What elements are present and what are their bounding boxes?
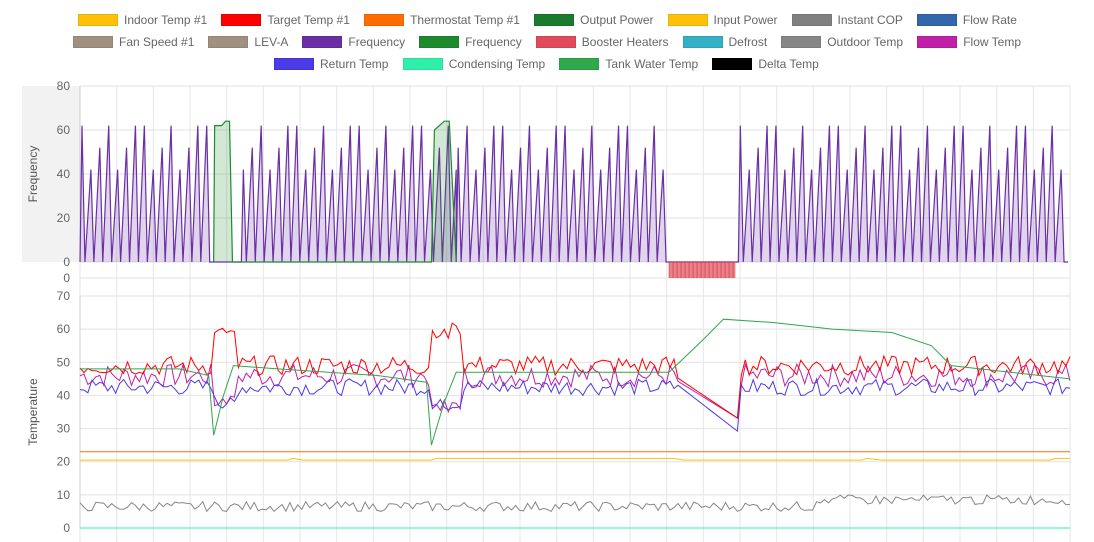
legend-swatch xyxy=(419,36,460,48)
axes: 0 20 40 60 80 0 0 10 20 30 40 50 60 70 xyxy=(57,79,81,535)
chart-legend: Indoor Temp #1 Target Temp #1 Thermostat T… xyxy=(0,0,1094,86)
frequency-area xyxy=(80,125,1069,262)
legend-row: Fan Speed #1 LEV-A Frequency Frequency Boost… xyxy=(0,30,1094,52)
series-layer xyxy=(79,120,1071,529)
legend-row: Indoor Temp #1 Target Temp #1 Thermostat T… xyxy=(0,8,1094,30)
legend-label: Frequency xyxy=(465,35,522,49)
legend-swatch xyxy=(534,14,575,26)
y-tick-label: 40 xyxy=(57,167,71,181)
y-tick-label: 20 xyxy=(57,211,71,225)
legend-label: Booster Heaters xyxy=(581,35,669,49)
legend-swatch xyxy=(916,14,957,26)
hot-water-frequency-line xyxy=(213,120,457,263)
legend-swatch xyxy=(781,36,822,48)
legend-label: Outdoor Temp xyxy=(827,35,904,49)
indoor-temp-1-line xyxy=(80,457,1070,461)
legend-label: Indoor Temp #1 xyxy=(124,13,208,27)
legend-label: Flow Rate xyxy=(962,13,1017,27)
legend-swatch xyxy=(73,36,113,48)
y-tick-label: 10 xyxy=(57,488,71,502)
legend-item[interactable]: Outdoor Temp xyxy=(781,34,903,50)
legend-item[interactable]: Tank Water Temp xyxy=(559,56,698,72)
legend-label: Flow Temp xyxy=(963,35,1022,49)
legend-swatch xyxy=(208,36,249,48)
y-tick-label: 0 xyxy=(63,271,70,285)
grid xyxy=(22,85,1071,542)
legend-item[interactable]: Return Temp xyxy=(274,56,388,72)
legend-swatch xyxy=(302,36,343,48)
legend-item[interactable]: Flow Temp xyxy=(917,34,1021,50)
legend-swatch xyxy=(791,14,832,26)
legend-swatch xyxy=(78,14,118,26)
return-temp-line xyxy=(79,377,1071,433)
tank-water-temp-line xyxy=(80,318,1071,446)
legend-item[interactable]: LEV-A xyxy=(208,34,288,50)
y-tick-label: 50 xyxy=(57,355,71,369)
legend-label: Condensing Temp xyxy=(448,57,546,71)
legend-swatch xyxy=(364,14,405,26)
legend-label: Fan Speed #1 xyxy=(119,35,195,49)
legend-item[interactable]: Output Power xyxy=(534,12,654,28)
y-tick-label: 60 xyxy=(57,123,71,137)
legend-item[interactable]: Frequency xyxy=(302,34,405,50)
axis-band xyxy=(22,86,80,262)
legend-label: Tank Water Temp xyxy=(605,57,699,71)
frequency-axis-title: Frequency xyxy=(26,146,40,203)
legend-item[interactable]: Booster Heaters xyxy=(535,34,669,50)
legend-label: Frequency xyxy=(348,35,406,49)
legend-label: Instant COP xyxy=(837,13,903,27)
legend-label: Output Power xyxy=(580,13,654,27)
y-tick-label: 70 xyxy=(57,289,71,303)
legend-label: Delta Temp xyxy=(758,57,819,71)
legend-swatch xyxy=(682,36,723,48)
temperature-axis-title: Temperature xyxy=(26,378,40,446)
y-tick-label: 60 xyxy=(57,322,71,336)
y-tick-label: 30 xyxy=(57,422,71,436)
legend-swatch xyxy=(535,36,576,48)
outdoor-temp-line xyxy=(79,494,1071,513)
legend-swatch xyxy=(274,58,314,70)
legend-swatch xyxy=(402,58,443,70)
legend-item[interactable]: Fan Speed #1 xyxy=(73,34,194,50)
y-tick-label: 0 xyxy=(63,521,70,535)
legend-swatch xyxy=(559,58,600,70)
legend-swatch xyxy=(221,14,262,26)
legend-label: Return Temp xyxy=(320,57,389,71)
y-tick-label: 80 xyxy=(57,79,71,93)
legend-label: Input Power xyxy=(713,13,778,27)
legend-item[interactable]: Target Temp #1 xyxy=(221,12,350,28)
legend-item[interactable]: Indoor Temp #1 xyxy=(78,12,207,28)
legend-item[interactable]: Flow Rate xyxy=(916,12,1017,28)
legend-row: Return Temp Condensing Temp Tank Water Tem… xyxy=(0,52,1094,74)
target-temp-1-line xyxy=(79,322,1071,419)
legend-item[interactable]: Defrost xyxy=(682,34,768,50)
legend-swatch xyxy=(917,36,958,48)
y-tick-label: 0 xyxy=(63,255,70,269)
y-tick-label: 40 xyxy=(57,388,71,402)
legend-swatch xyxy=(712,58,753,70)
legend-item[interactable]: Thermostat Temp #1 xyxy=(364,12,520,28)
booster-heaters-band xyxy=(669,262,736,278)
legend-label: Thermostat Temp #1 xyxy=(410,13,520,27)
legend-item[interactable]: Input Power xyxy=(667,12,778,28)
legend-item[interactable]: Frequency xyxy=(419,34,522,50)
legend-item[interactable]: Instant COP xyxy=(791,12,903,28)
flow-temp-line xyxy=(79,362,1071,419)
legend-label: LEV-A xyxy=(254,35,289,49)
legend-label: Defrost xyxy=(728,35,768,49)
legend-item[interactable]: Condensing Temp xyxy=(402,56,546,72)
y-tick-label: 20 xyxy=(57,455,71,469)
legend-label: Target Temp #1 xyxy=(267,13,350,27)
legend-swatch xyxy=(667,14,708,26)
legend-item[interactable]: Delta Temp xyxy=(712,56,819,72)
frequency-line xyxy=(79,125,1069,263)
